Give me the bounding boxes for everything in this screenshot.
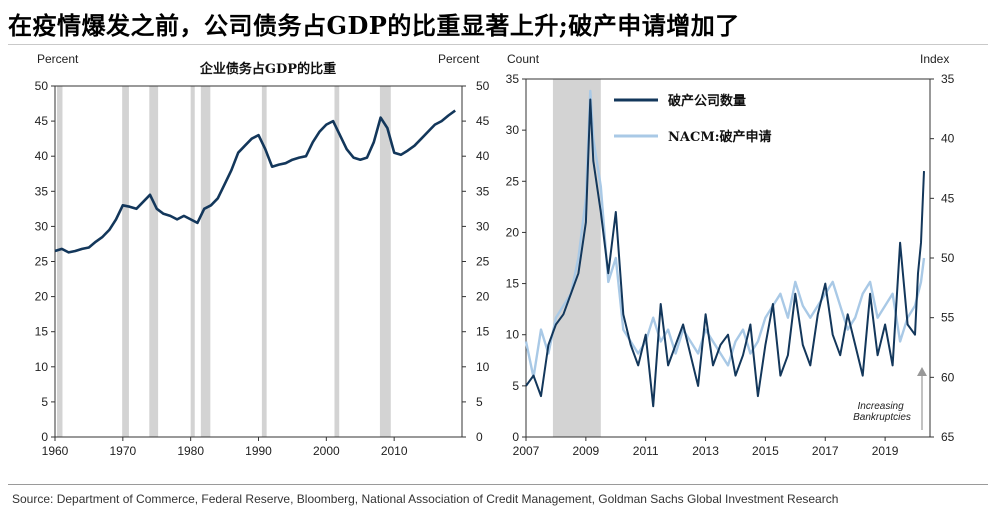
bankruptcy-annotation: Increasing Bankruptcies: [853, 367, 927, 430]
right-x-ticks: 2007 2009 2011 2013 2015 2017 2019: [513, 437, 899, 458]
right-ytick-label-left: 25: [506, 174, 520, 188]
left-xtick-label: 1970: [109, 444, 136, 458]
left-ytick-label-left: 0: [41, 430, 48, 444]
left-ytick-label-right: 50: [476, 79, 490, 93]
right-ytick-label-left: 30: [506, 123, 520, 137]
right-xtick-label: 2007: [513, 444, 540, 458]
right-y-unit-left: Count: [507, 52, 540, 66]
legend-label-bankruptcy-count: 破产公司数量: [668, 93, 746, 109]
left-recession-band-2: [149, 86, 159, 437]
annotation-arrow-head: [917, 367, 927, 376]
left-xtick-label: 1980: [177, 444, 204, 458]
left-ytick-label-right: 30: [476, 219, 490, 233]
source-note: Source: Department of Commerce, Federal …: [12, 492, 839, 506]
left-xtick-label: 2010: [381, 444, 408, 458]
left-ytick-label-right: 5: [476, 395, 483, 409]
right-y-ticks-right: 35 40 45 50 55 60 65: [930, 72, 955, 444]
left-ytick-label-left: 15: [35, 325, 49, 339]
annotation-text: Increasing Bankruptcies: [853, 401, 911, 423]
left-ytick-label-right: 0: [476, 430, 483, 444]
right-xtick-label: 2015: [752, 444, 779, 458]
left-chart: 0 5 10 15 20 25 30 35 40 45 50 0 5 10 15 20 25 30 35 40 45 5…: [35, 52, 490, 458]
left-ytick-label-right: 40: [476, 149, 490, 163]
left-xtick-label: 1990: [245, 444, 272, 458]
left-x-ticks: 1960 1970 1980 1990 2000 2010: [42, 437, 408, 458]
right-bankruptcy-count-line: [525, 98, 925, 408]
right-xtick-label: 2009: [573, 444, 600, 458]
left-debt-line: [54, 109, 456, 254]
left-ytick-label-right: 45: [476, 114, 490, 128]
right-xtick-label: 2013: [692, 444, 719, 458]
left-y-unit-right: Percent: [438, 52, 480, 66]
right-ytick-label-left: 5: [512, 379, 519, 393]
right-ytick-label-left: 35: [506, 72, 520, 86]
left-ytick-label-right: 35: [476, 184, 490, 198]
right-ytick-label-right: 50: [941, 251, 955, 265]
left-xtick-label: 1960: [42, 444, 69, 458]
left-ytick-label-right: 15: [476, 325, 490, 339]
right-xtick-label: 2011: [633, 444, 659, 458]
legend: 破产公司数量 NACM:破产申请: [614, 93, 772, 145]
legend-label-nacm: NACM:破产申请: [668, 129, 772, 145]
left-ytick-label-left: 50: [35, 79, 49, 93]
right-xtick-label: 2017: [812, 444, 839, 458]
left-ytick-label-left: 10: [35, 360, 49, 374]
left-recession-band-1: [122, 86, 129, 437]
left-ytick-label-right: 10: [476, 360, 490, 374]
right-ytick-label-right: 45: [941, 191, 955, 205]
title-divider: [8, 44, 988, 45]
left-ytick-label-left: 45: [35, 114, 49, 128]
right-ytick-label-right: 60: [941, 370, 955, 384]
page-title: 在疫情爆发之前，公司债务占GDP的比重显著上升;破产申请增加了: [8, 11, 740, 40]
left-y-ticks-right: 0 5 10 15 20 25 30 35 40 45 50: [462, 79, 490, 444]
right-ytick-label-left: 0: [512, 430, 519, 444]
right-ytick-label-left: 20: [506, 225, 520, 239]
left-xtick-label: 2000: [313, 444, 340, 458]
left-ytick-label-right: 20: [476, 290, 490, 304]
right-ytick-label-right: 55: [941, 311, 955, 325]
left-recession-band-6: [334, 86, 340, 437]
right-y-unit-right: Index: [920, 52, 949, 66]
right-ytick-label-left: 10: [506, 328, 520, 342]
left-recession-bands: [57, 86, 391, 437]
left-ytick-label-left: 30: [35, 219, 49, 233]
right-ytick-label-right: 40: [941, 132, 955, 146]
left-chart-title: 企业债务占GDP的比重: [199, 61, 336, 77]
left-ytick-label-left: 35: [35, 184, 49, 198]
right-ytick-label-left: 15: [506, 277, 520, 291]
left-ytick-label-left: 25: [35, 255, 49, 269]
left-ytick-label-left: 5: [41, 395, 48, 409]
left-recession-band-7: [379, 86, 391, 437]
left-y-ticks-left: 0 5 10 15 20 25 30 35 40 45 50: [35, 79, 55, 444]
left-recession-band-3: [190, 86, 195, 437]
left-recession-band-5: [261, 86, 267, 437]
right-ytick-label-right: 35: [941, 72, 955, 86]
left-ytick-label-left: 20: [35, 290, 49, 304]
left-recession-band-4: [200, 86, 211, 437]
right-xtick-label: 2019: [872, 444, 899, 458]
left-recession-band-0: [57, 86, 63, 437]
right-y-ticks-left: 0 5 10 15 20 25 30 35: [506, 72, 526, 444]
source-divider: [8, 484, 988, 485]
right-ytick-label-right: 65: [941, 430, 955, 444]
left-ytick-label-right: 25: [476, 255, 490, 269]
left-ytick-label-left: 40: [35, 149, 49, 163]
left-y-unit-left: Percent: [37, 52, 79, 66]
left-plot-frame: [54, 85, 463, 438]
